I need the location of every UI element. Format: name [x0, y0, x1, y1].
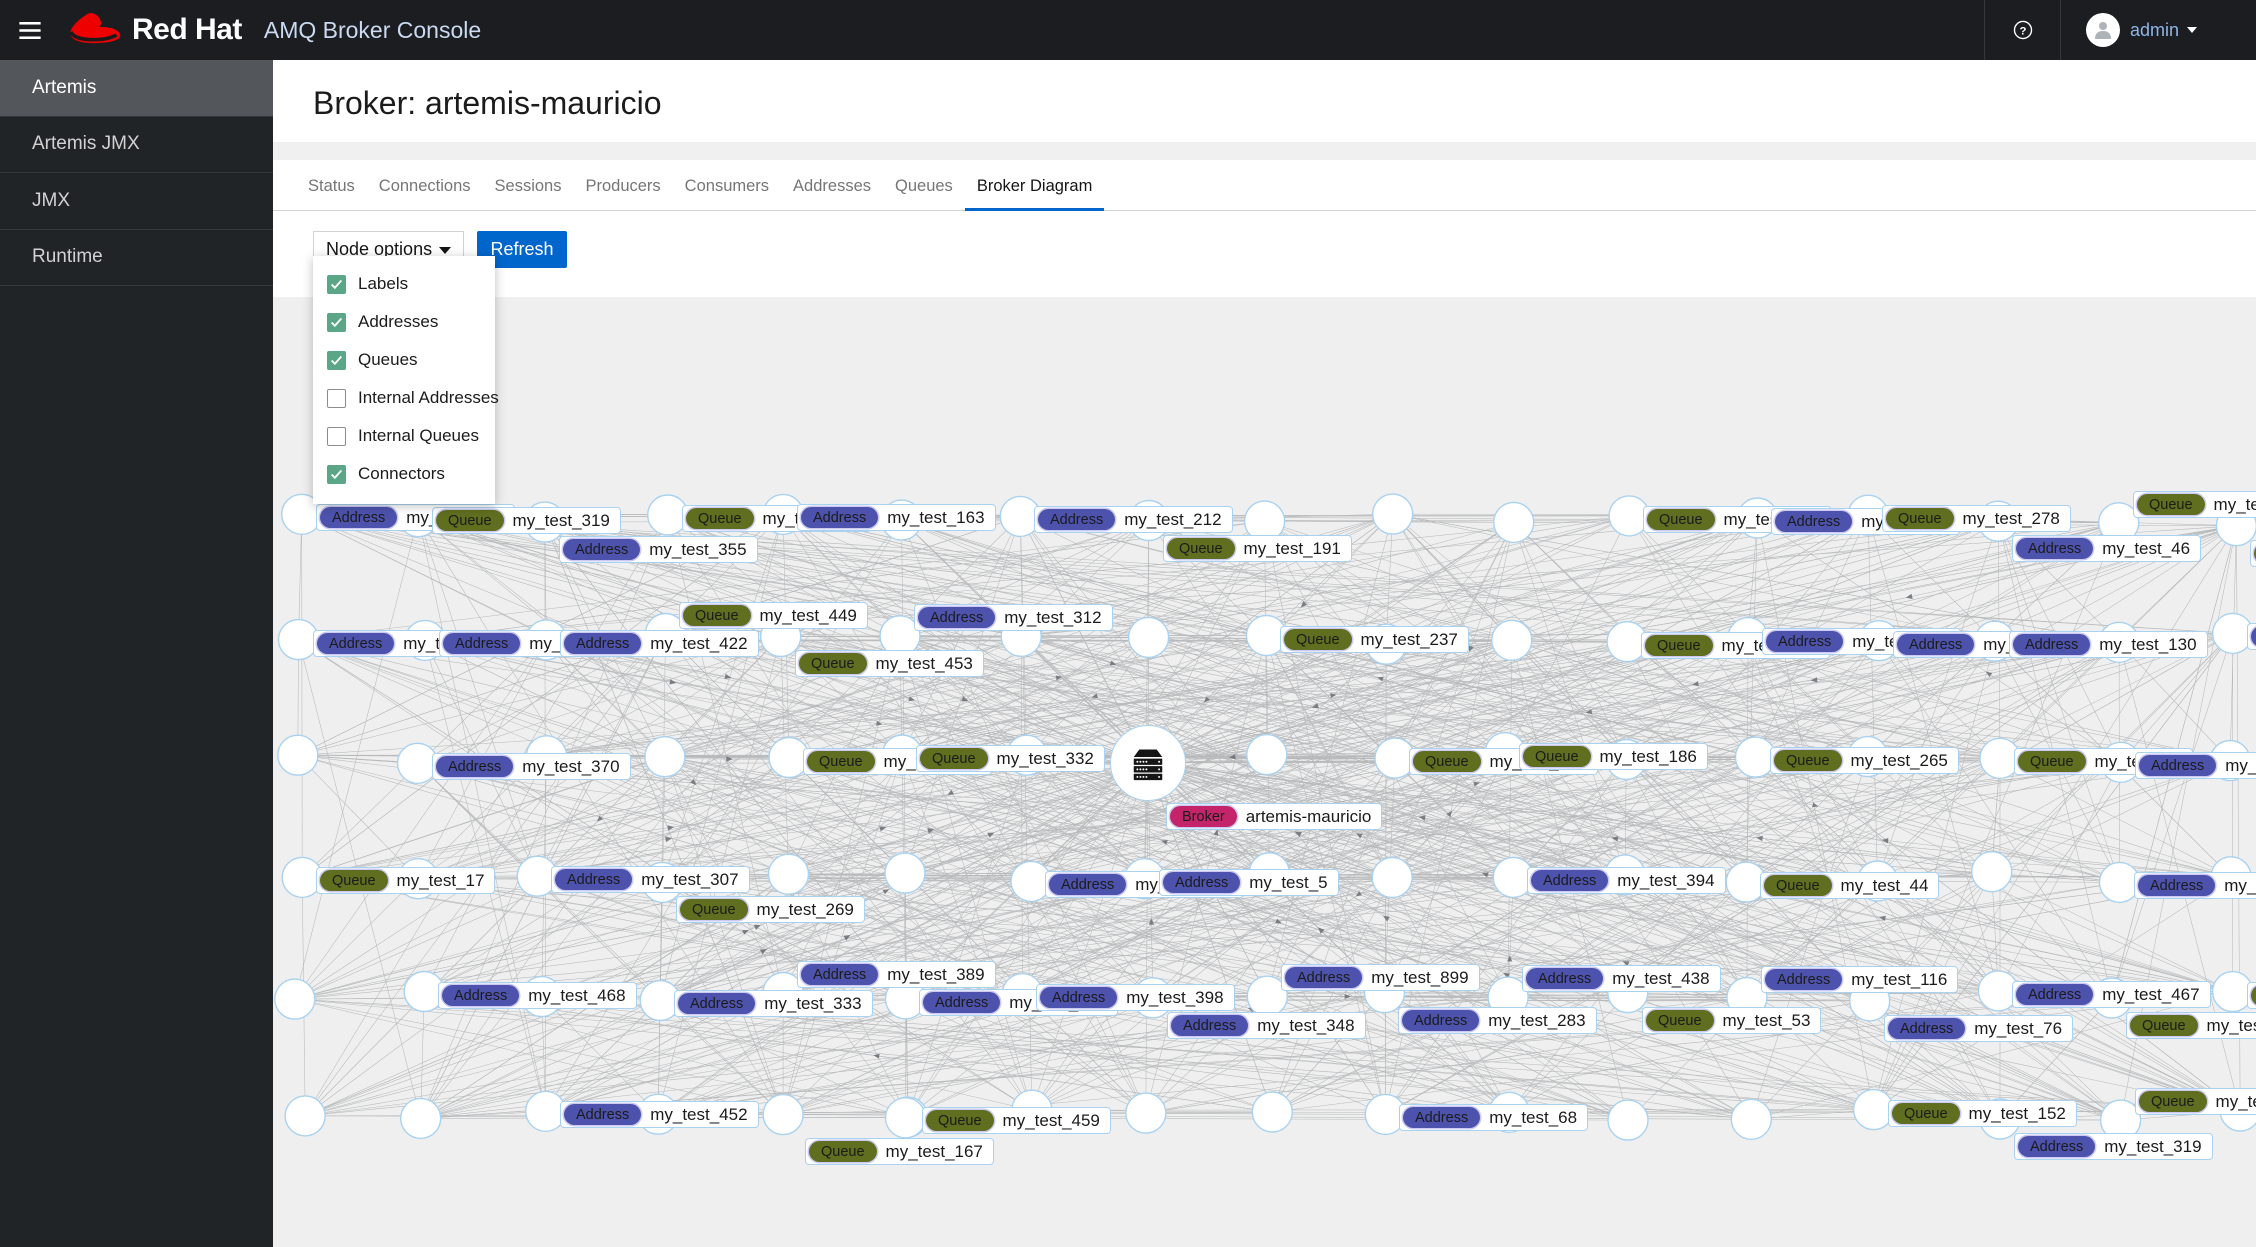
svg-text:?: ?	[2019, 25, 2026, 37]
